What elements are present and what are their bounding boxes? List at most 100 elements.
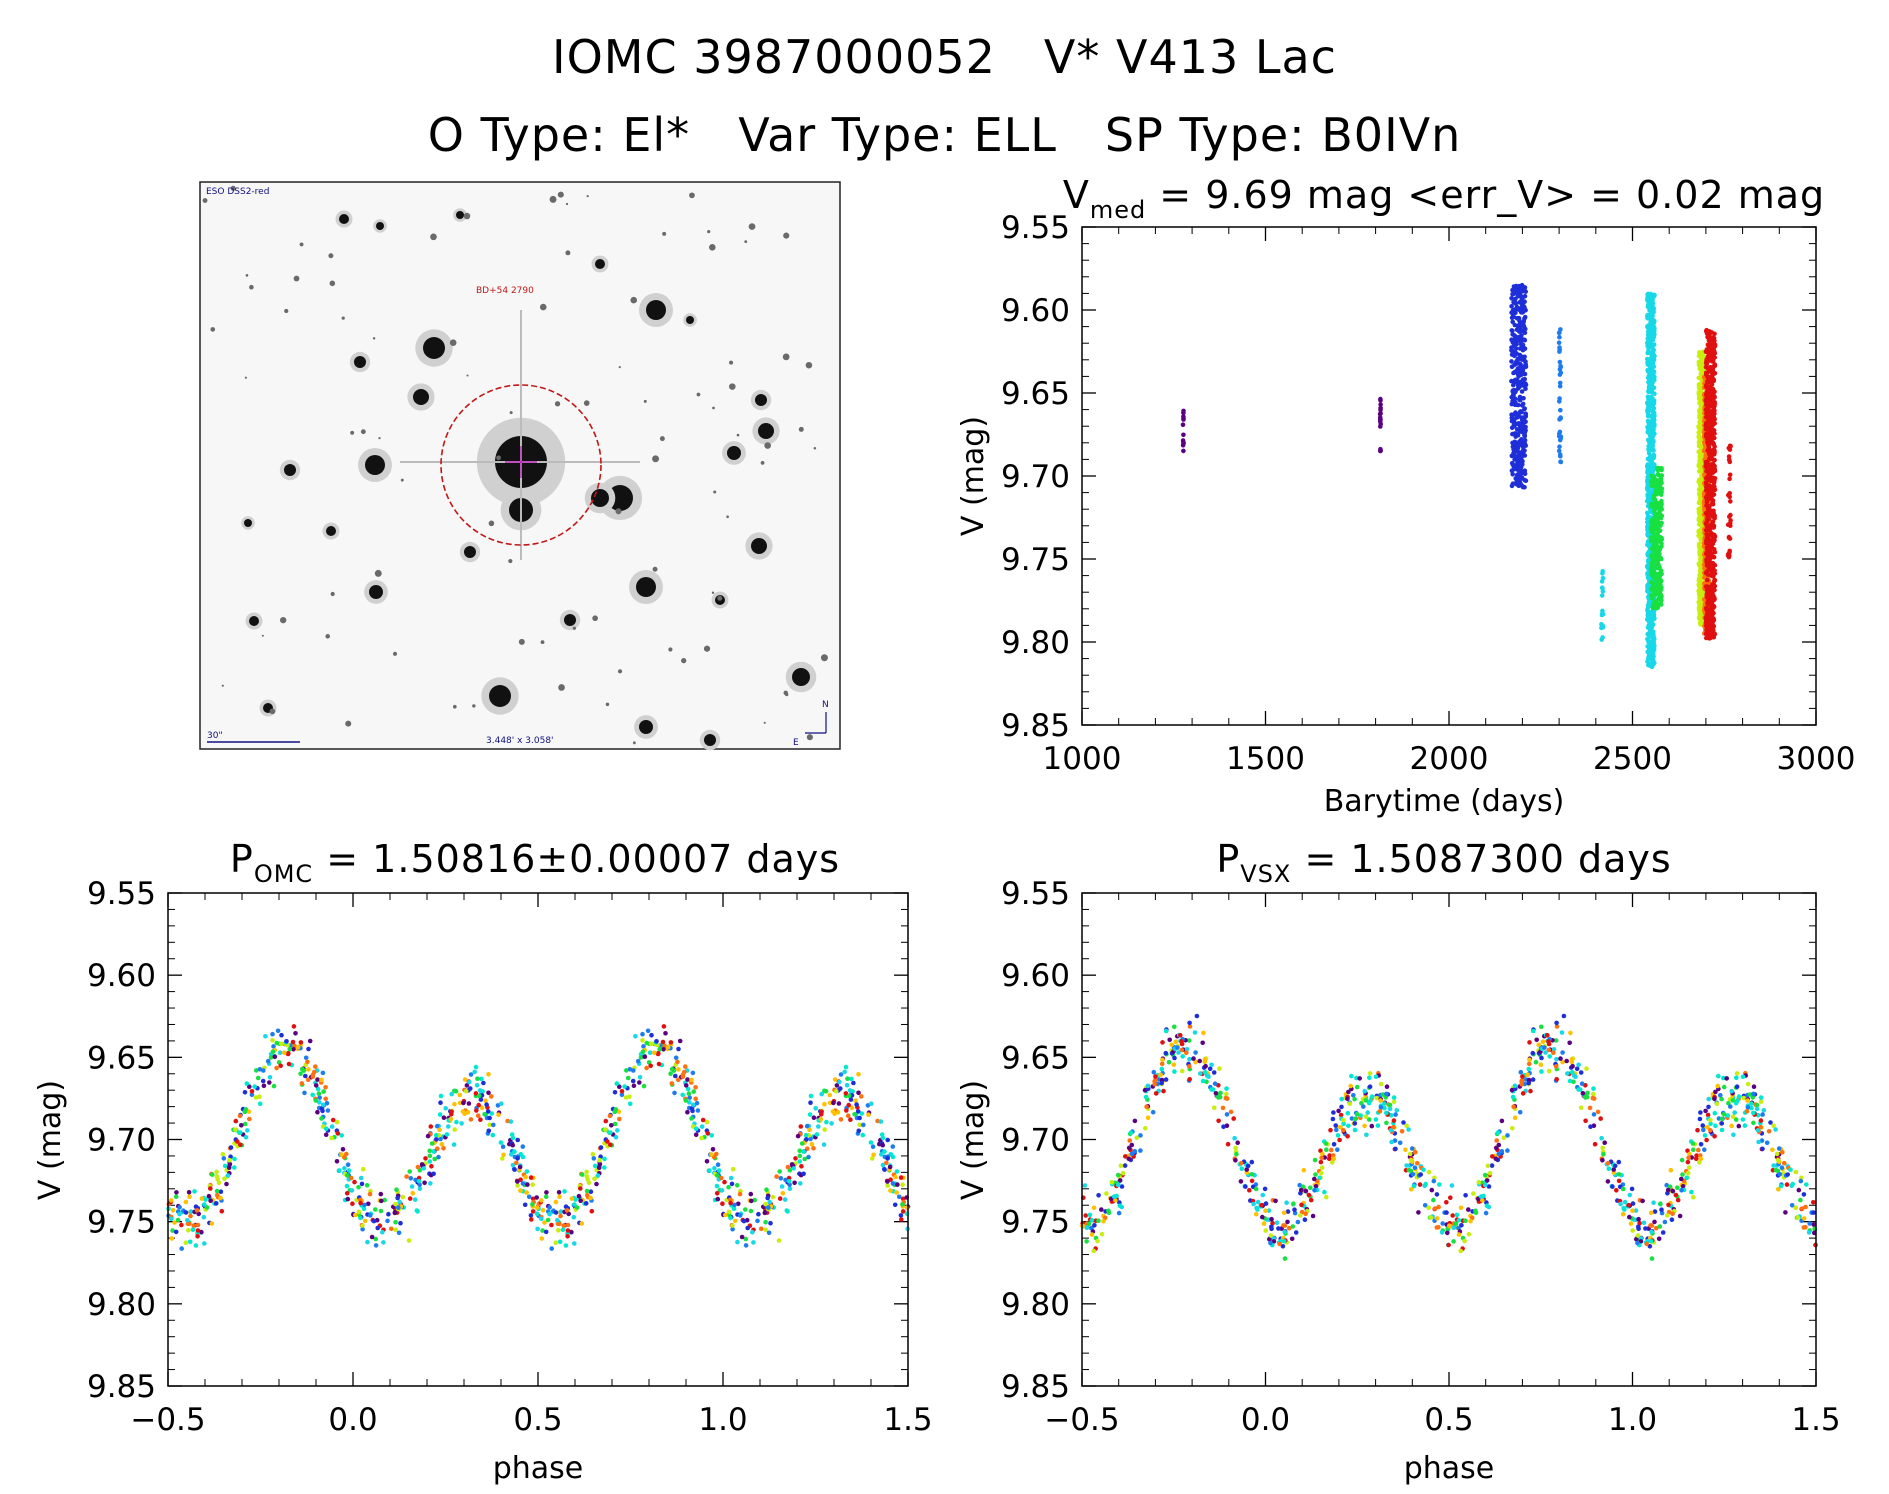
lightcurve-point — [1728, 499, 1733, 504]
lightcurve-point — [1651, 654, 1656, 659]
phase-point — [202, 1241, 207, 1246]
phase-point — [195, 1222, 201, 1228]
lightcurve-point — [1519, 357, 1525, 362]
lightcurve-point — [1645, 625, 1651, 630]
phase-point — [750, 1229, 755, 1235]
phase-point — [683, 1083, 689, 1088]
lightcurve-point — [1705, 448, 1710, 453]
lightcurve-point — [1707, 547, 1712, 553]
sky-faint-star — [632, 741, 636, 745]
lightcurve-point — [1647, 651, 1653, 656]
phase-point — [422, 1180, 427, 1186]
phase-point — [187, 1239, 193, 1245]
lightcurve-point — [1510, 339, 1515, 344]
phase-point — [767, 1199, 772, 1205]
phase-point — [649, 1032, 654, 1038]
sky-faint-star — [630, 296, 637, 304]
phase-point — [364, 1183, 370, 1188]
lightcurve-point — [1705, 359, 1710, 364]
lightcurve-point — [1509, 347, 1514, 353]
phase-point — [612, 1090, 618, 1095]
x-tick-label: 1.5 — [1791, 1402, 1840, 1438]
phase-omc-frame — [167, 892, 909, 1387]
phase-point — [261, 1068, 266, 1073]
x-tick-label: 2500 — [1593, 741, 1672, 777]
phase-point — [1384, 1084, 1390, 1089]
sky-star — [755, 394, 767, 406]
phase-point — [885, 1156, 890, 1161]
phase-point — [362, 1218, 368, 1224]
phase-point — [346, 1168, 352, 1173]
phase-point — [1406, 1127, 1411, 1132]
phase-point — [868, 1140, 874, 1145]
lightcurve-point — [1650, 359, 1656, 364]
phase-point — [475, 1113, 481, 1118]
phase-point — [490, 1132, 496, 1138]
phase-point — [603, 1118, 609, 1124]
phase-point — [677, 1038, 683, 1044]
phase-point — [448, 1116, 454, 1122]
lightcurve-point — [1646, 451, 1652, 456]
figure-title-types: O Type: El* Var Type: ELL SP Type: B0IVn — [0, 108, 1889, 162]
lightcurve-point — [1647, 634, 1653, 639]
lightcurve-point — [1513, 434, 1518, 439]
lightcurve-point — [1696, 463, 1701, 468]
phase-point — [648, 1063, 653, 1069]
lightcurve-point — [1705, 354, 1711, 359]
phase-point — [654, 1039, 659, 1044]
sky-star — [456, 211, 464, 219]
phase-point — [224, 1181, 229, 1187]
phase-point — [303, 1055, 309, 1061]
phase-point — [423, 1156, 428, 1161]
phase-point — [1804, 1182, 1809, 1187]
phase-point — [710, 1147, 716, 1152]
lightcurve-point — [1710, 619, 1715, 625]
lightcurve-point — [1652, 480, 1658, 486]
lightcurve-point — [1709, 531, 1715, 537]
phase-point — [602, 1165, 607, 1170]
phase-point — [1426, 1169, 1432, 1175]
phase-point — [1505, 1148, 1510, 1153]
phase-point — [306, 1067, 311, 1072]
lightcurve-point — [1649, 489, 1654, 495]
phase-point — [275, 1028, 281, 1034]
sky-faint-star — [466, 374, 469, 377]
sky-faint-star — [374, 569, 382, 577]
phase-point — [627, 1094, 632, 1099]
phase-point — [792, 1180, 797, 1186]
phase-point — [330, 1117, 336, 1123]
phase-point — [252, 1084, 257, 1089]
lightcurve-point — [1522, 337, 1528, 343]
sky-faint-star — [509, 411, 513, 415]
phase-point — [444, 1132, 450, 1137]
phase-point — [356, 1209, 362, 1215]
sky-faint-star — [293, 275, 300, 282]
lightcurve-point — [1599, 579, 1605, 584]
phase-point — [859, 1094, 864, 1099]
sky-star — [354, 356, 366, 368]
lightcurve-point — [1510, 472, 1515, 477]
lightcurve-point — [1519, 437, 1524, 442]
phase-point — [1138, 1148, 1143, 1153]
phase-point — [439, 1141, 445, 1147]
lightcurve-point — [1645, 656, 1651, 662]
phase-point — [590, 1151, 596, 1157]
phase-point — [748, 1191, 754, 1197]
phase-point — [774, 1174, 779, 1179]
phase-point — [219, 1208, 225, 1214]
lightcurve-point — [1522, 437, 1528, 443]
phase-point — [695, 1108, 701, 1113]
phase-point — [486, 1128, 492, 1134]
phase-point — [278, 1063, 284, 1069]
lightcurve-point — [1658, 594, 1663, 599]
phase-point — [592, 1176, 597, 1182]
phase-point — [356, 1184, 361, 1190]
phase-point — [1561, 1013, 1567, 1019]
x-tick-label: 3000 — [1777, 741, 1856, 777]
phase-point — [558, 1213, 563, 1219]
phase-point — [631, 1068, 636, 1073]
sky-faint-star — [643, 399, 647, 403]
lightcurve-point — [1705, 626, 1710, 632]
phase-point — [1702, 1147, 1707, 1152]
phase-point — [685, 1077, 690, 1082]
